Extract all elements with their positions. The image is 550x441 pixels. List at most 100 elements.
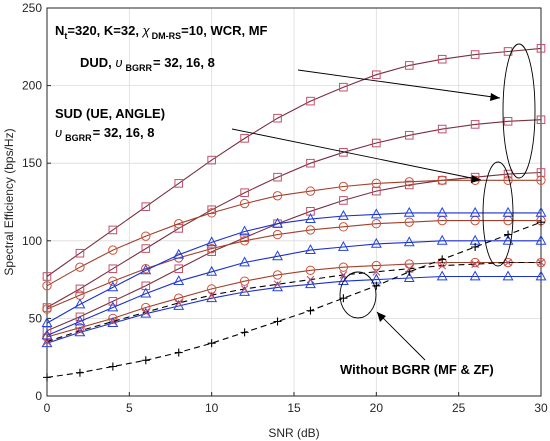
data-point [437, 175, 447, 185]
data-point [272, 191, 283, 201]
y-tick-label: 200 [22, 79, 42, 93]
data-point [436, 234, 448, 245]
data-point [404, 177, 414, 187]
data-point [470, 257, 480, 268]
data-point [502, 270, 514, 281]
x-tick-label: 0 [44, 401, 51, 415]
data-point [338, 262, 349, 272]
data-point [438, 255, 447, 264]
data-point [404, 180, 414, 190]
data-point [404, 217, 414, 227]
data-point [370, 208, 382, 219]
data-point [372, 267, 381, 276]
data-point [536, 44, 546, 53]
y-tick-label: 100 [22, 234, 42, 248]
data-point [207, 155, 216, 165]
data-point [206, 243, 217, 254]
data-point [471, 243, 480, 252]
data-point [75, 262, 85, 272]
data-point [108, 362, 117, 371]
data-point [207, 339, 216, 348]
data-point [141, 356, 150, 365]
data-point [108, 264, 118, 274]
data-point [108, 225, 118, 235]
x-tick-label: 25 [452, 401, 466, 415]
data-point [306, 158, 315, 168]
data-point [337, 240, 349, 251]
data-point [75, 284, 85, 294]
data-point [240, 285, 249, 293]
data-point [239, 225, 251, 236]
data-point [107, 281, 119, 292]
data-point [240, 328, 249, 337]
data-point [174, 224, 184, 233]
series-line [46, 275, 541, 344]
y-tick-label: 150 [22, 156, 42, 170]
data-point [535, 234, 547, 245]
data-point [272, 250, 283, 261]
series-line [46, 212, 541, 324]
series-line [46, 47, 542, 277]
data-point [42, 304, 52, 314]
data-point [239, 256, 251, 267]
y-tick-label: 250 [22, 1, 42, 15]
annotation-sud-values: υ BGRR= 32, 16, 8 [55, 125, 154, 143]
x-axis-label: SNR (dB) [268, 426, 319, 440]
data-point [108, 297, 118, 306]
data-point [141, 244, 151, 253]
data-point [372, 281, 381, 290]
data-point [405, 264, 414, 273]
dud-arrow [297, 69, 501, 99]
data-point [207, 247, 216, 256]
without-bgrr-arrow [376, 311, 426, 361]
data-point [75, 368, 84, 377]
data-point [273, 113, 282, 123]
data-point [239, 198, 250, 209]
data-point [140, 264, 152, 275]
data-point [502, 234, 514, 245]
data-point [535, 270, 547, 281]
data-point [74, 298, 86, 309]
annotation-shapes [231, 43, 536, 361]
data-point [42, 281, 52, 291]
data-point [536, 115, 546, 125]
series-11 [43, 258, 545, 346]
data-point [207, 291, 216, 300]
data-point [75, 248, 85, 258]
data-point [537, 258, 545, 267]
data-point [273, 280, 282, 289]
annotation-dud: DUD, υ BGRR= 32, 16, 8 [80, 55, 215, 73]
data-point [436, 270, 448, 281]
series-7 [41, 206, 547, 327]
data-point [339, 271, 348, 279]
data-point [141, 202, 151, 211]
data-point [74, 315, 86, 326]
series-line [46, 119, 542, 308]
data-point [141, 231, 151, 241]
data-point [174, 298, 183, 307]
series-layer [41, 44, 547, 382]
data-point [43, 337, 51, 346]
data-point [404, 130, 414, 140]
data-point [305, 225, 316, 235]
data-point [272, 270, 283, 280]
data-point [403, 236, 415, 247]
data-point [174, 179, 184, 188]
without-bgrr-arrowhead [377, 312, 386, 322]
data-point [306, 306, 315, 315]
data-point [173, 248, 185, 259]
x-tick-label: 30 [534, 401, 548, 415]
data-point [305, 278, 316, 289]
data-point [75, 312, 85, 322]
data-point [305, 186, 316, 196]
data-point [437, 124, 447, 134]
data-point [337, 275, 349, 286]
data-point [306, 275, 315, 284]
data-point [173, 275, 185, 286]
data-point [438, 261, 447, 270]
data-point [502, 206, 514, 217]
data-point [536, 175, 546, 185]
data-point [240, 134, 249, 143]
sud-arrowhead [471, 175, 481, 183]
